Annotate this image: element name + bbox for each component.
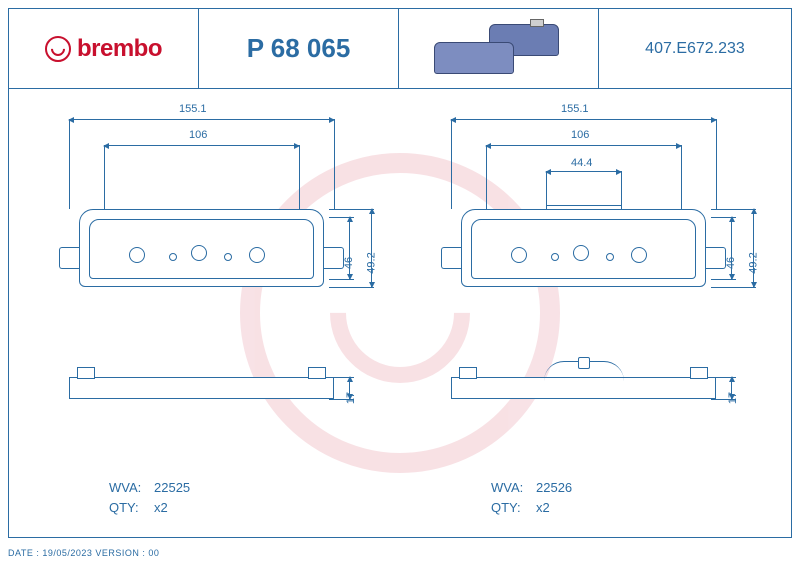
footer-text: DATE : 19/05/2023 VERSION : 00 bbox=[8, 548, 159, 558]
part-number-cell: P 68 065 bbox=[199, 9, 399, 88]
left-pad-column: 155.1 106 bbox=[29, 89, 389, 537]
product-3d-icon bbox=[434, 24, 564, 74]
dim-height-total: 49.2 bbox=[366, 252, 378, 273]
dim-width-inner: 106 bbox=[571, 129, 589, 141]
product-image-cell bbox=[399, 9, 599, 88]
qty-value: x2 bbox=[154, 500, 168, 515]
dim-line bbox=[731, 217, 732, 279]
brembo-mark-icon bbox=[45, 36, 71, 62]
left-pad-side-view bbox=[69, 369, 334, 407]
header-row: brembo P 68 065 407.E672.233 bbox=[9, 9, 791, 89]
dim-line bbox=[69, 119, 334, 120]
brembo-logo: brembo bbox=[45, 35, 162, 63]
dim-height-total: 49.2 bbox=[748, 252, 760, 273]
dim-line bbox=[371, 209, 372, 287]
right-pad-front-view bbox=[451, 209, 716, 287]
wva-label: WVA: bbox=[109, 478, 154, 498]
wva-value: 22525 bbox=[154, 480, 190, 495]
logo-cell: brembo bbox=[9, 9, 199, 88]
dim-line bbox=[753, 209, 754, 287]
dim-line bbox=[546, 171, 621, 172]
drawing-frame: brembo P 68 065 407.E672.233 155.1 bbox=[8, 8, 792, 538]
dim-height-inner: 46 bbox=[725, 257, 737, 269]
dim-width-total: 155.1 bbox=[561, 103, 589, 115]
wva-value: 22526 bbox=[536, 480, 572, 495]
dim-height-inner: 46 bbox=[343, 257, 355, 269]
diagram-area: 155.1 106 bbox=[9, 89, 791, 537]
dim-line bbox=[451, 119, 716, 120]
right-pad-column: 155.1 106 44.4 bbox=[411, 89, 771, 537]
left-labels: WVA:22525 QTY:x2 bbox=[109, 478, 190, 517]
left-pad-front-view bbox=[69, 209, 334, 287]
dim-line bbox=[349, 217, 350, 279]
ref-code: 407.E672.233 bbox=[645, 40, 745, 58]
right-pad-side-view bbox=[451, 369, 716, 407]
ref-code-cell: 407.E672.233 bbox=[599, 9, 791, 88]
dim-thickness: 17 bbox=[345, 392, 357, 404]
wva-label: WVA: bbox=[491, 478, 536, 498]
brand-text: brembo bbox=[77, 35, 162, 63]
dim-thickness: 17 bbox=[727, 392, 739, 404]
right-labels: WVA:22526 QTY:x2 bbox=[491, 478, 572, 517]
qty-label: QTY: bbox=[109, 498, 154, 518]
dim-width-total: 155.1 bbox=[179, 103, 207, 115]
qty-value: x2 bbox=[536, 500, 550, 515]
dim-line bbox=[486, 145, 681, 146]
qty-label: QTY: bbox=[491, 498, 536, 518]
dim-width-inner: 106 bbox=[189, 129, 207, 141]
dim-width-clip: 44.4 bbox=[571, 157, 592, 169]
part-number: P 68 065 bbox=[247, 33, 351, 64]
dim-line bbox=[104, 145, 299, 146]
